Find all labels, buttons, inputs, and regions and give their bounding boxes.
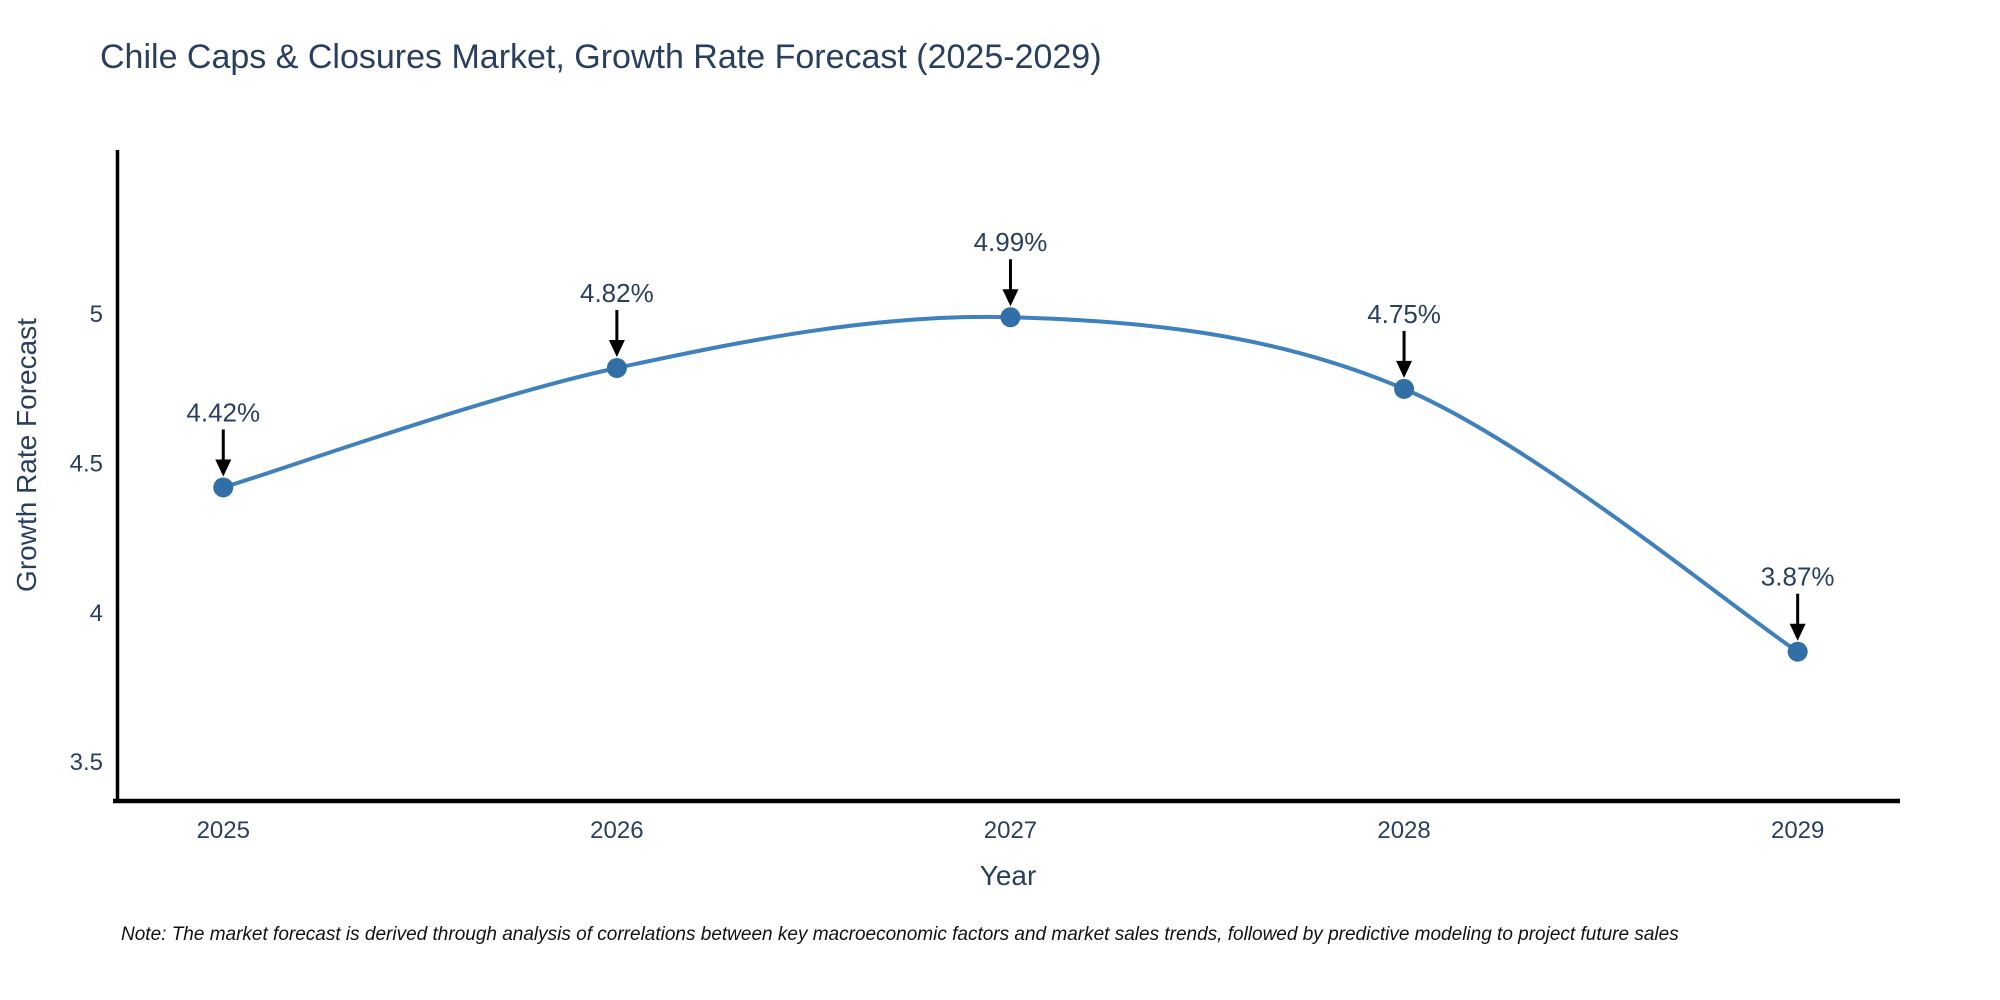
footnote: Note: The market forecast is derived thr… [121, 924, 1679, 945]
data-point-marker[interactable] [1000, 307, 1021, 328]
x-tick-label: 2029 [1771, 817, 1824, 844]
x-tick-label: 2026 [590, 817, 643, 844]
chart-title: Chile Caps & Closures Market, Growth Rat… [100, 38, 1102, 76]
x-tick-label: 2028 [1377, 817, 1430, 844]
y-axis-title: Growth Rate Forecast [11, 318, 42, 592]
plot-area: 3.5 4 4.5 5 2025 2026 2027 2028 2029 4.42% 4.82% 4.… [70, 150, 1900, 844]
y-tick-label: 4 [90, 600, 103, 627]
data-point-label: 3.87% [1761, 562, 1835, 592]
y-tick-label: 5 [90, 301, 103, 328]
annotation-arrowhead [1789, 623, 1806, 641]
x-tick-label: 2027 [984, 817, 1037, 844]
data-point-label: 4.82% [580, 278, 654, 308]
data-point-label: 4.42% [186, 397, 260, 427]
data-point-marker[interactable] [606, 357, 627, 378]
annotation-arrowhead [608, 339, 625, 357]
data-point-marker[interactable] [1394, 378, 1415, 399]
data-point-label: 4.75% [1367, 299, 1441, 329]
y-tick-label: 3.5 [70, 749, 103, 776]
data-point-label: 4.99% [974, 227, 1048, 257]
trend-line [221, 314, 1800, 654]
annotation-arrowhead [1396, 360, 1413, 378]
data-point-marker[interactable] [213, 477, 234, 498]
annotation-arrowhead [215, 459, 232, 477]
x-axis-title: Year [979, 860, 1037, 891]
x-tick-label: 2025 [197, 817, 250, 844]
data-point-marker[interactable] [1787, 641, 1808, 662]
annotation-arrowhead [1002, 289, 1019, 307]
y-tick-label: 4.5 [70, 451, 103, 478]
